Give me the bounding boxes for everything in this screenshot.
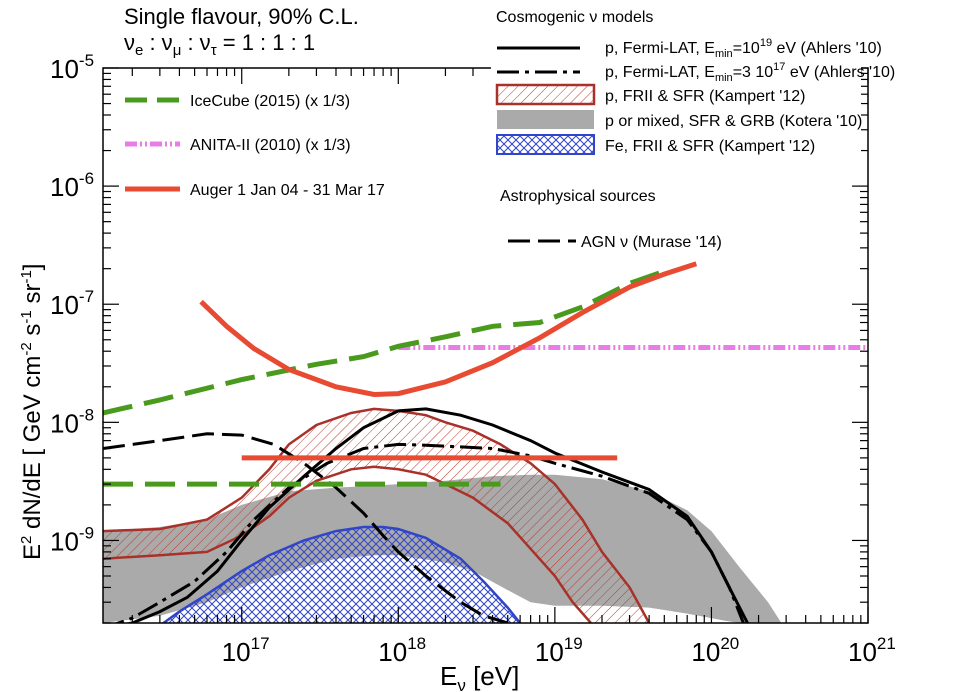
- plot-frame: [102, 67, 869, 624]
- auger-differential-line: [199, 261, 698, 398]
- agn-murase-line: [103, 432, 509, 623]
- ahlers-3e17-line: [113, 442, 745, 623]
- x-tick-label: 1021: [848, 634, 896, 667]
- legend-label-agn: AGN ν (Murase '14): [581, 234, 722, 251]
- legend-label-auger: Auger 1 Jan 04 - 31 Mar 17: [190, 182, 385, 199]
- legend-label-icecube: IceCube (2015) (x 1/3): [190, 93, 350, 110]
- right-legend: Cosmogenic ν models p, Fermi-LAT, Emin=1…: [491, 3, 895, 251]
- y-tick-label: 10-9: [50, 523, 94, 556]
- y-axis-label: E2 dN/dE [ GeV cm-2 s-1 sr-1]: [18, 264, 46, 560]
- legend-swatch-kampert-fe: [496, 134, 595, 155]
- kampert-p-upper-line: [103, 407, 651, 623]
- x-tick-label: 1018: [378, 634, 426, 667]
- kampert-p-band: [103, 408, 650, 623]
- x-tick-label: 1017: [222, 634, 270, 667]
- legend-label-kotera: p or mixed, SFR & GRB (Kotera '10): [605, 113, 862, 130]
- y-tick-label: 10-7: [50, 287, 94, 320]
- legend-label-kampert-p: p, FRII & SFR (Kampert '12): [605, 88, 805, 105]
- x-axis-label: Eν [eV]: [440, 661, 519, 692]
- chart-title-line1: Single flavour, 90% C.L.: [124, 4, 359, 29]
- legend-header-cosmogenic: Cosmogenic ν models: [496, 9, 653, 26]
- chart-title-line2: νe : νμ : ντ = 1 : 1 : 1: [124, 30, 315, 59]
- kampert-p-lower-line: [103, 465, 592, 623]
- y-tick-label: 10-8: [50, 405, 94, 438]
- icecube-differential-line: [103, 268, 666, 416]
- left-legend: IceCube (2015) (x 1/3) ANITA-II (2010) (…: [125, 93, 385, 199]
- y-tick-label: 10-5: [50, 51, 94, 84]
- legend-label-ahlers-1e19: p, Fermi-LAT, Emin=1019 eV (Ahlers '10): [605, 37, 882, 60]
- legend-swatch-kampert-p: [495, 83, 596, 106]
- ahlers-1e19-line: [124, 407, 749, 623]
- legend-swatch-kotera: [497, 110, 594, 129]
- legend-header-astro: Astrophysical sources: [500, 188, 656, 205]
- y-tick-label: 10-6: [50, 169, 94, 202]
- legend-label-anita: ANITA-II (2010) (x 1/3): [190, 137, 351, 154]
- x-tick-label: 1019: [535, 634, 583, 667]
- ticks-layer: 1017 1018 1019 1020 1021 10-9 10-8 10-7 10-6 10-5: [50, 51, 896, 667]
- kampert-fe-band: [163, 527, 521, 623]
- legend-label-ahlers-3e17: p, Fermi-LAT, Emin=3 1017 eV (Ahlers '10…: [605, 61, 895, 84]
- kampert-fe-line: [161, 525, 522, 623]
- x-tick-label: 1020: [691, 634, 739, 667]
- legend-label-kampert-fe: Fe, FRII & SFR (Kampert '12): [605, 138, 815, 155]
- series-layer: [103, 261, 868, 623]
